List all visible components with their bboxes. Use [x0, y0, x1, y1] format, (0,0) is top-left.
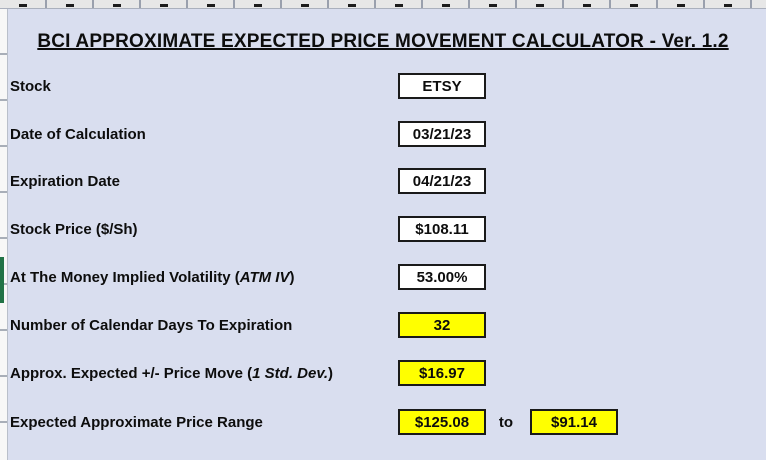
atm-iv-cell[interactable]: 53.00% — [398, 264, 486, 290]
expected-price-move-cell[interactable]: $16.97 — [398, 360, 486, 386]
stock-price-label: Stock Price ($/Sh) — [10, 220, 138, 238]
row-gridline-strip — [0, 9, 8, 460]
price-range-high-cell[interactable]: $125.08 — [398, 409, 486, 435]
expiration-date-cell[interactable]: 04/21/23 — [398, 168, 486, 194]
column-letter-marks — [0, 4, 766, 7]
row-date-of-calculation: Date of Calculation 03/21/23 — [0, 121, 766, 147]
column-header-strip[interactable] — [0, 0, 766, 9]
row-expected-price-move: Approx. Expected +/- Price Move (1 Std. … — [0, 360, 766, 386]
calculator-title: BCI APPROXIMATE EXPECTED PRICE MOVEMENT … — [37, 31, 729, 52]
stock-value-cell[interactable]: ETSY — [398, 73, 486, 99]
atm-iv-label: At The Money Implied Volatility (ATM IV) — [10, 268, 295, 286]
row-price-range: Expected Approximate Price Range $125.08… — [0, 409, 766, 435]
row-atm-iv: At The Money Implied Volatility (ATM IV)… — [0, 264, 766, 290]
expected-price-move-label: Approx. Expected +/- Price Move (1 Std. … — [10, 364, 334, 382]
calendar-days-cell[interactable]: 32 — [398, 312, 486, 338]
stock-label: Stock — [10, 77, 51, 95]
row-calendar-days: Number of Calendar Days To Expiration 32 — [0, 312, 766, 338]
price-range-to-separator: to — [498, 413, 514, 431]
selection-indicator — [0, 257, 4, 303]
date-of-calculation-label: Date of Calculation — [10, 125, 146, 143]
price-range-label: Expected Approximate Price Range — [10, 413, 263, 431]
stock-price-cell[interactable]: $108.11 — [398, 216, 486, 242]
expiration-date-label: Expiration Date — [10, 172, 121, 190]
price-range-low-cell[interactable]: $91.14 — [530, 409, 618, 435]
row-stock-price: Stock Price ($/Sh) $108.11 — [0, 216, 766, 242]
row-expiration-date: Expiration Date 04/21/23 — [0, 168, 766, 194]
calendar-days-label: Number of Calendar Days To Expiration — [10, 316, 293, 334]
date-of-calculation-cell[interactable]: 03/21/23 — [398, 121, 486, 147]
row-stock: Stock ETSY — [0, 73, 766, 99]
